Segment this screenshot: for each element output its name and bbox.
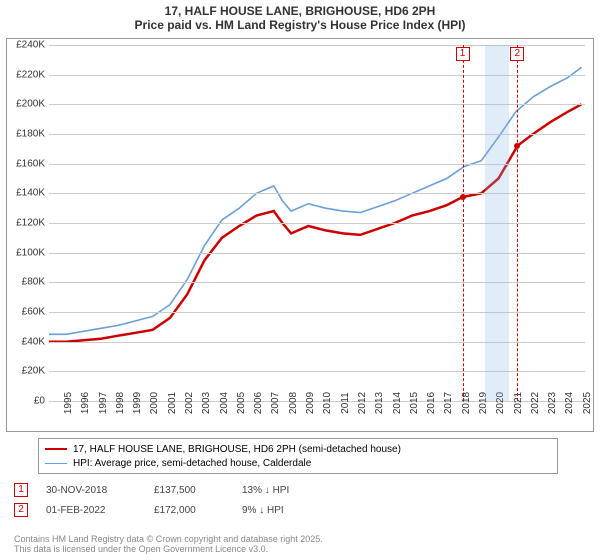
marker-line — [463, 45, 464, 401]
title-line-1: 17, HALF HOUSE LANE, BRIGHOUSE, HD6 2PH — [0, 4, 600, 18]
footer-line-2: This data is licensed under the Open Gov… — [14, 544, 586, 554]
y-tick-label: £160K — [16, 158, 45, 169]
legend-item: HPI: Average price, semi-detached house,… — [45, 456, 551, 470]
data-price: £137,500 — [154, 485, 224, 496]
marker-label-box: 2 — [510, 47, 524, 61]
data-marker-box: 1 — [14, 483, 28, 497]
marker-label-box: 1 — [456, 47, 470, 61]
y-tick-label: £0 — [34, 396, 45, 407]
y-tick-label: £120K — [16, 218, 45, 229]
price-marker-point — [514, 143, 520, 149]
y-tick-label: £100K — [16, 247, 45, 258]
chart-title: 17, HALF HOUSE LANE, BRIGHOUSE, HD6 2PH … — [0, 0, 600, 34]
data-date: 01-FEB-2022 — [46, 505, 136, 516]
y-tick-label: £180K — [16, 129, 45, 140]
data-date: 30-NOV-2018 — [46, 485, 136, 496]
legend-swatch — [45, 463, 67, 464]
data-row: 2 01-FEB-2022 £172,000 9% ↓ HPI — [14, 500, 586, 520]
legend: 17, HALF HOUSE LANE, BRIGHOUSE, HD6 2PH … — [38, 438, 558, 474]
data-marker-box: 2 — [14, 503, 28, 517]
x-tick-label: 2025 — [568, 392, 593, 414]
y-tick-label: £80K — [22, 277, 45, 288]
footer-line-1: Contains HM Land Registry data © Crown c… — [14, 534, 586, 544]
data-price: £172,000 — [154, 505, 224, 516]
data-row: 1 30-NOV-2018 £137,500 13% ↓ HPI — [14, 480, 586, 500]
data-delta: 9% ↓ HPI — [242, 505, 284, 516]
footer: Contains HM Land Registry data © Crown c… — [14, 534, 586, 554]
legend-label: 17, HALF HOUSE LANE, BRIGHOUSE, HD6 2PH … — [73, 444, 401, 455]
plot-area: £0£20K£40K£60K£80K£100K£120K£140K£160K£1… — [49, 45, 585, 401]
y-tick-label: £240K — [16, 40, 45, 51]
title-line-2: Price paid vs. HM Land Registry's House … — [0, 18, 600, 32]
legend-label: HPI: Average price, semi-detached house,… — [73, 458, 311, 469]
y-tick-label: £20K — [22, 366, 45, 377]
y-tick-label: £40K — [22, 336, 45, 347]
y-tick-label: £200K — [16, 99, 45, 110]
marker-line — [517, 45, 518, 401]
price-marker-point — [460, 194, 466, 200]
shaded-region — [485, 45, 509, 401]
legend-swatch — [45, 448, 67, 450]
y-tick-label: £220K — [16, 69, 45, 80]
y-tick-label: £60K — [22, 307, 45, 318]
chart-frame: £0 £20K £40K £60K £80K £100K £120K £140K £160K £1… — [6, 38, 594, 432]
y-tick-label: £140K — [16, 188, 45, 199]
data-delta: 13% ↓ HPI — [242, 485, 289, 496]
data-point-table: 1 30-NOV-2018 £137,500 13% ↓ HPI 2 01-FE… — [14, 480, 586, 520]
legend-item: 17, HALF HOUSE LANE, BRIGHOUSE, HD6 2PH … — [45, 442, 551, 456]
